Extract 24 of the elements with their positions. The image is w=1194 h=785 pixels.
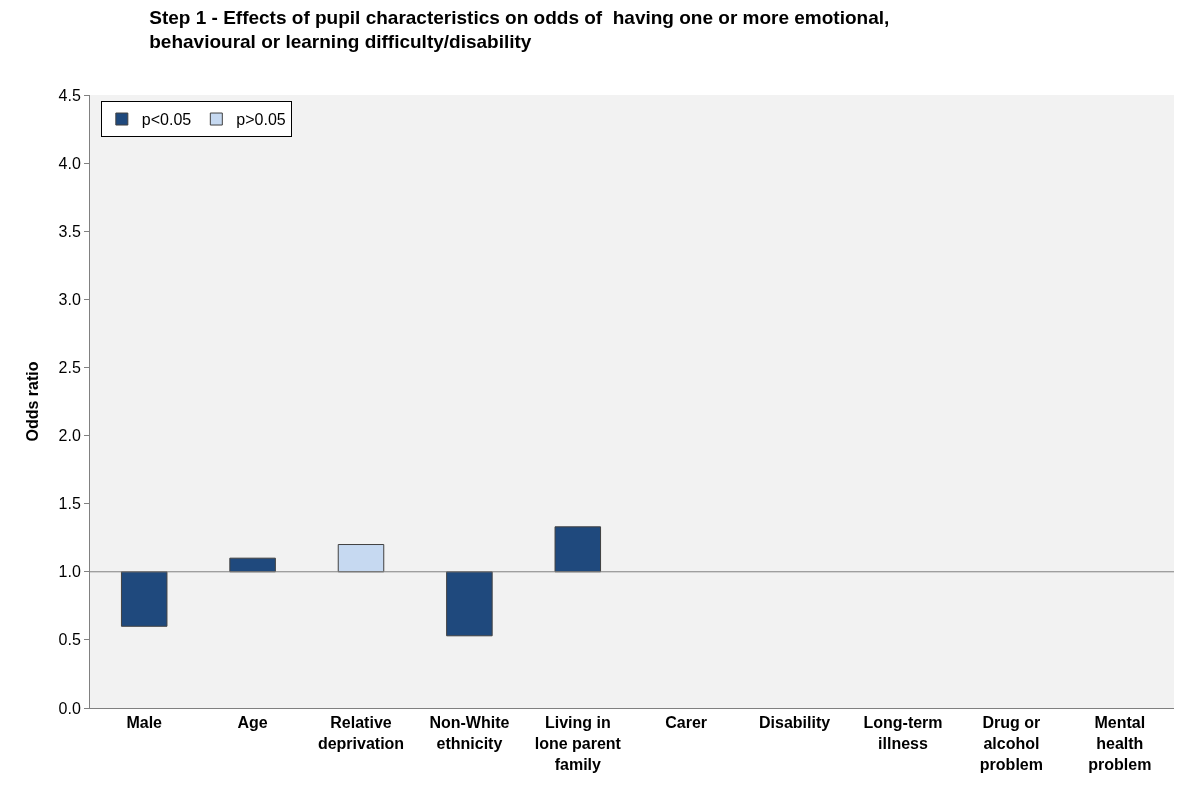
legend-label: p<0.05	[141, 111, 192, 129]
x-tick-label: Carer	[665, 714, 708, 732]
y-tick-label: 4.5	[58, 86, 81, 104]
y-tick-label: 0.5	[58, 631, 81, 649]
x-tick-label: Male	[126, 714, 163, 732]
x-tick-label: Disability	[759, 714, 831, 732]
x-tick-label: Long-term illness	[863, 714, 943, 752]
legend-label: p>0.05	[236, 111, 286, 129]
y-tick-label: 1.5	[58, 495, 81, 513]
chart-title: Step 1 - Effects of pupil characteristics on odds of having one or more emotional, behavioural or learning difficulty/disability	[149, 6, 890, 53]
y-tick-label: 3.5	[58, 222, 81, 240]
y-tick-label: 1.0	[58, 563, 81, 581]
x-tick-label: Mental health problem	[1088, 714, 1152, 773]
y-tick-label: 4.0	[58, 154, 81, 172]
y-axis-title: Odds ratio	[24, 361, 42, 442]
x-tick-label: Age	[237, 714, 268, 732]
y-tick-label: 2.5	[58, 359, 81, 377]
x-tick-label: Drug or alcohol problem	[979, 714, 1043, 773]
x-tick-label: Non-White ethnicity	[429, 714, 510, 752]
y-tick-label: 2.0	[58, 427, 81, 445]
x-tick-label: Relative deprivation	[317, 714, 405, 752]
x-tick-label: Living in lone parent family	[534, 714, 622, 773]
y-tick-label: 3.0	[58, 290, 81, 308]
y-tick-label: 0.0	[58, 699, 81, 717]
